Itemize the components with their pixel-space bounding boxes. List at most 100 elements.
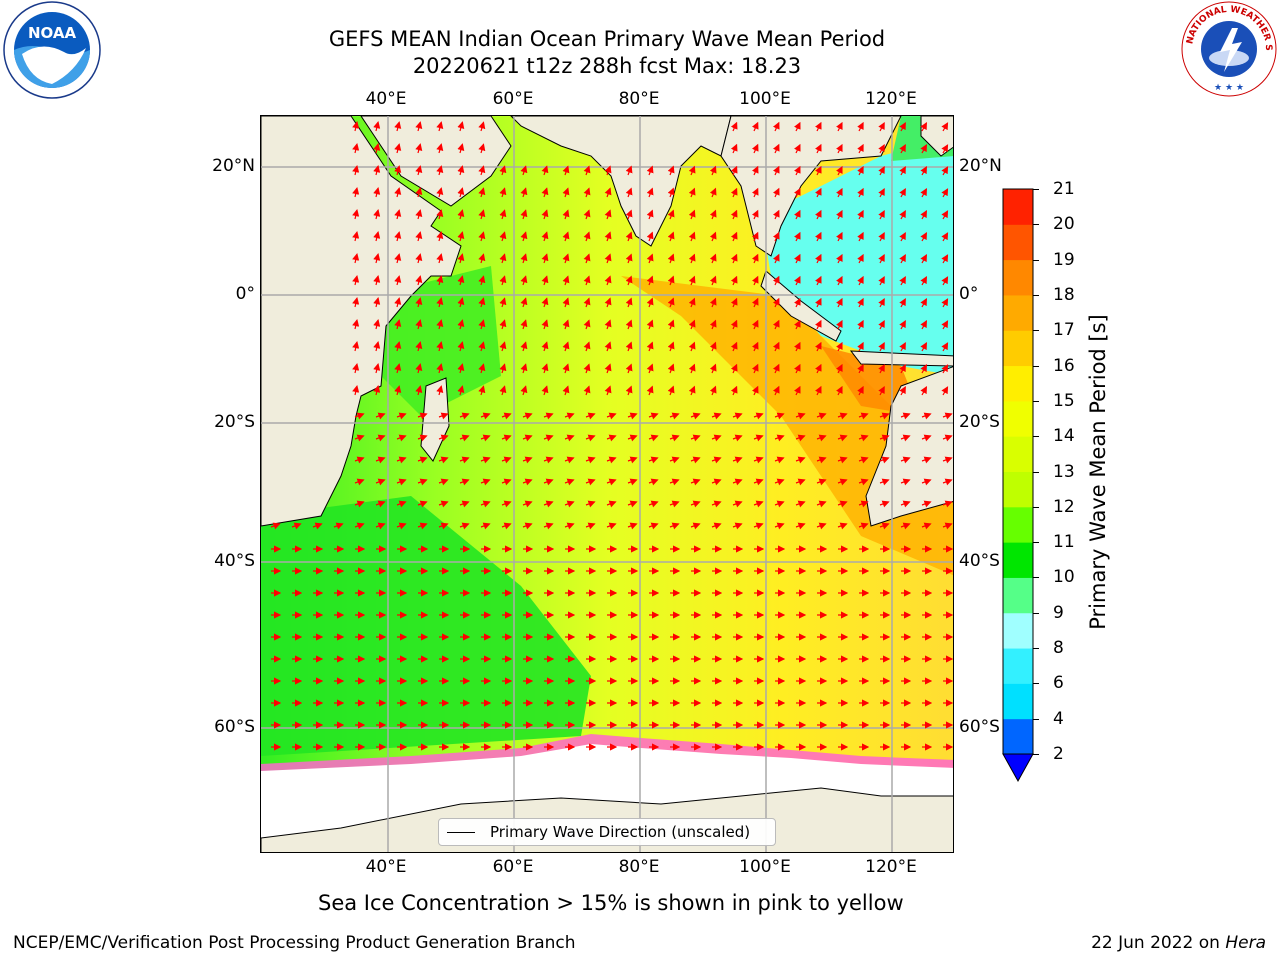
wave-arrow	[879, 456, 890, 464]
colorbar-tick-label: 4	[1053, 708, 1064, 729]
wave-arrow	[541, 319, 549, 330]
wave-arrow	[604, 165, 612, 176]
wave-arrow	[480, 478, 491, 486]
wave-arrow	[583, 253, 591, 264]
wave-arrow	[394, 363, 402, 374]
wave-arrow	[688, 231, 696, 242]
wave-arrow	[794, 121, 801, 132]
wave-arrow	[920, 166, 927, 176]
wave-arrow	[879, 522, 890, 530]
wave-arrow	[583, 231, 591, 242]
wave-arrow	[606, 456, 617, 464]
wave-arrow	[711, 434, 722, 442]
wave-arrow	[837, 456, 848, 464]
wave-arrow	[373, 385, 381, 396]
wave-arrow	[941, 298, 949, 308]
wave-arrow	[899, 122, 906, 132]
lat-tick-right: 40°S	[959, 551, 1000, 571]
wave-arrow	[501, 412, 512, 420]
wave-arrow	[604, 319, 612, 330]
wave-arrow	[730, 187, 738, 198]
wave-arrow	[836, 319, 843, 330]
wave-arrow	[438, 434, 449, 442]
wave-arrow	[690, 434, 701, 442]
wave-arrow	[794, 253, 801, 264]
wave-arrow	[858, 522, 869, 530]
wave-arrow	[459, 456, 470, 464]
wave-arrow	[751, 275, 759, 286]
wave-arrow	[520, 297, 528, 308]
wave-arrow	[375, 412, 386, 420]
colorbar-segment	[1003, 506, 1033, 543]
wave-arrow	[415, 165, 423, 176]
wave-arrow	[625, 319, 633, 330]
colorbar-tick-mark	[1033, 436, 1039, 438]
wave-arrow	[730, 319, 738, 330]
wave-arrow	[625, 297, 633, 308]
wave-arrow	[543, 434, 554, 442]
wave-arrow	[920, 122, 927, 132]
wave-arrow	[794, 363, 801, 374]
wave-arrow	[878, 385, 885, 396]
wave-arrow	[753, 478, 764, 486]
map-legend: Primary Wave Direction (unscaled)	[438, 818, 776, 846]
wave-arrow	[562, 165, 570, 176]
noaa-logo: NOAA	[2, 0, 102, 100]
wave-arrow	[354, 412, 365, 420]
wave-arrow	[669, 456, 680, 464]
wave-arrow	[773, 209, 780, 220]
wave-arrow	[751, 385, 759, 396]
lon-tick-bottom: 60°E	[492, 857, 534, 877]
wave-arrow	[899, 386, 906, 396]
wave-arrow	[920, 342, 927, 352]
wave-arrow	[457, 121, 465, 132]
footer-date: 22 Jun 2022 on Hera	[1091, 933, 1266, 953]
wave-arrow	[562, 319, 570, 330]
wave-arrow	[836, 341, 843, 352]
map-canvas	[261, 116, 953, 852]
wave-arrow	[520, 253, 528, 264]
wave-arrow	[373, 121, 381, 132]
wave-arrow	[417, 434, 428, 442]
wave-arrow	[543, 522, 554, 530]
wave-arrow	[352, 209, 360, 220]
wave-arrow	[291, 522, 302, 530]
wave-arrow	[478, 319, 486, 330]
wave-arrow	[457, 187, 465, 198]
wave-arrow	[583, 209, 591, 220]
footer-date-text: 22 Jun 2022 on	[1091, 933, 1226, 953]
wave-arrow	[920, 144, 927, 154]
colorbar-tick-label: 17	[1053, 320, 1075, 341]
wave-arrow	[352, 319, 360, 330]
wave-arrow	[920, 386, 927, 396]
wave-arrow	[709, 165, 717, 176]
colorbar-segment	[1003, 189, 1033, 225]
wave-arrow	[352, 385, 360, 396]
wave-arrow	[583, 385, 591, 396]
wave-arrow	[480, 434, 491, 442]
colorbar-tick-mark	[1033, 294, 1039, 296]
colorbar-tick-label: 14	[1053, 426, 1075, 447]
wave-arrow	[625, 275, 633, 286]
land-india	[510, 116, 732, 247]
wave-arrow	[794, 319, 801, 330]
colorbar-segment	[1003, 648, 1033, 684]
wave-arrow	[373, 187, 381, 198]
colorbar-segment	[1003, 542, 1033, 578]
wave-arrow	[794, 143, 801, 154]
wave-arrow	[606, 434, 617, 442]
wave-arrow	[751, 297, 759, 308]
wave-arrow	[900, 500, 911, 508]
colorbar-segment	[1003, 683, 1033, 720]
wave-arrow	[646, 209, 654, 220]
wave-arrow	[543, 500, 554, 508]
wave-arrow	[333, 522, 344, 530]
wave-arrow	[730, 143, 738, 154]
wave-arrow	[900, 522, 911, 530]
wave-arrow	[543, 456, 554, 464]
wave-arrow	[773, 341, 780, 352]
wave-arrow	[794, 341, 801, 352]
wave-direction-arrows	[270, 121, 953, 751]
wave-arrow	[417, 522, 428, 530]
wave-arrow	[562, 363, 570, 374]
